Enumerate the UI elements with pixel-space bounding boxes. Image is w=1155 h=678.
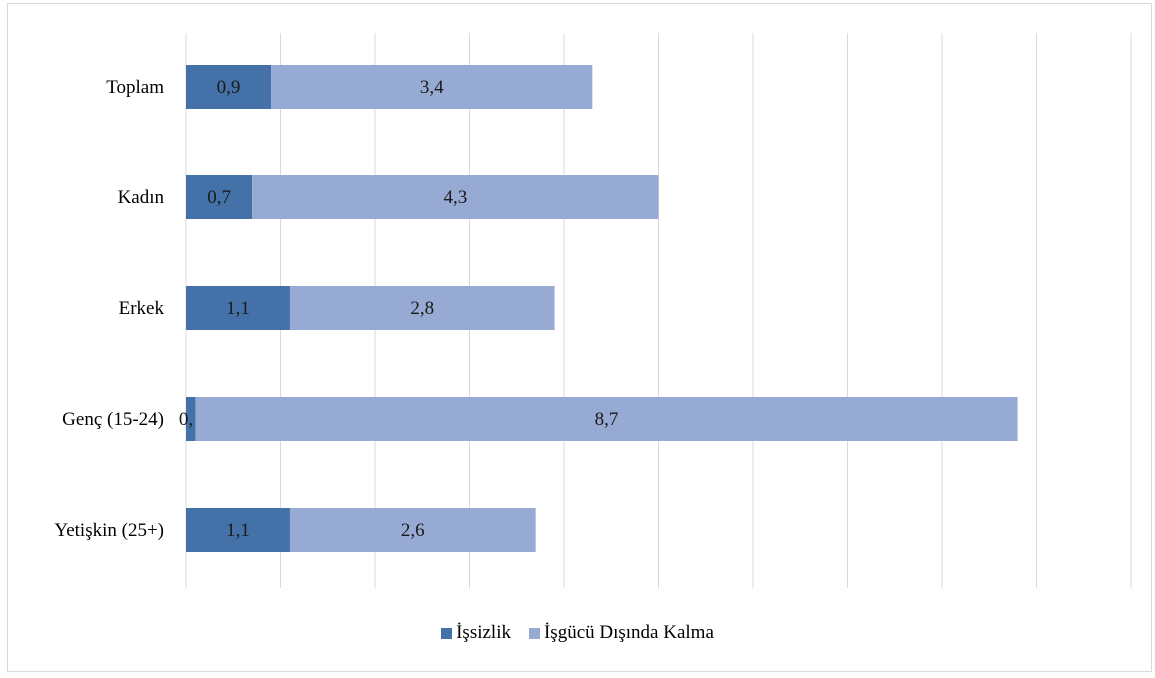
bar-erkek-series-0	[186, 286, 290, 330]
data-label-toplam-series-1: 3,4	[420, 77, 444, 98]
bar-toplam-series-0	[186, 65, 272, 109]
bar-yeti-kin-25-series-0	[186, 508, 290, 552]
data-label-erkek-series-1: 2,8	[410, 298, 434, 319]
legend-item-issizlik: İşsizlik	[441, 622, 511, 644]
data-label-erkek-series-0: 1,1	[226, 298, 250, 319]
bar-toplam-series-1	[271, 65, 593, 109]
data-label-yeti-kin-25-series-1: 2,6	[401, 520, 425, 541]
category-label-toplam: Toplam	[106, 77, 164, 98]
legend-swatch-isgucu-disinda-kalma	[528, 627, 540, 639]
legend-label-isgucu-disinda-kalma: İşgücü Dışında Kalma	[543, 622, 714, 643]
category-label-erkek: Erkek	[119, 298, 165, 319]
category-label-gen-15-24: Genç (15-24)	[62, 409, 164, 430]
bar-kad-n-series-1	[252, 175, 659, 219]
legend: İşsizlik İşgücü Dışında Kalma	[0, 622, 1155, 644]
bar-gen-15-24-series-0	[186, 397, 196, 441]
legend-label-issizlik: İşsizlik	[456, 622, 511, 643]
bar-gen-15-24-series-1	[195, 397, 1018, 441]
data-label-yeti-kin-25-series-0: 1,1	[226, 520, 250, 541]
legend-item-isgucu-disinda-kalma: İşgücü Dışında Kalma	[528, 622, 714, 644]
category-label-kad-n: Kadın	[118, 187, 165, 208]
data-label-gen-15-24-series-1: 8,7	[595, 409, 619, 430]
bar-erkek-series-1	[289, 286, 555, 330]
category-label-yeti-kin-25: Yetişkin (25+)	[54, 520, 164, 541]
data-label-kad-n-series-0: 0,7	[207, 187, 231, 208]
bar-yeti-kin-25-series-1	[289, 508, 536, 552]
data-label-kad-n-series-1: 4,3	[443, 187, 467, 208]
bar-kad-n-series-0	[186, 175, 253, 219]
legend-swatch-issizlik	[441, 627, 453, 639]
data-label-toplam-series-0: 0,9	[217, 77, 241, 98]
chart-frame	[7, 3, 1152, 672]
